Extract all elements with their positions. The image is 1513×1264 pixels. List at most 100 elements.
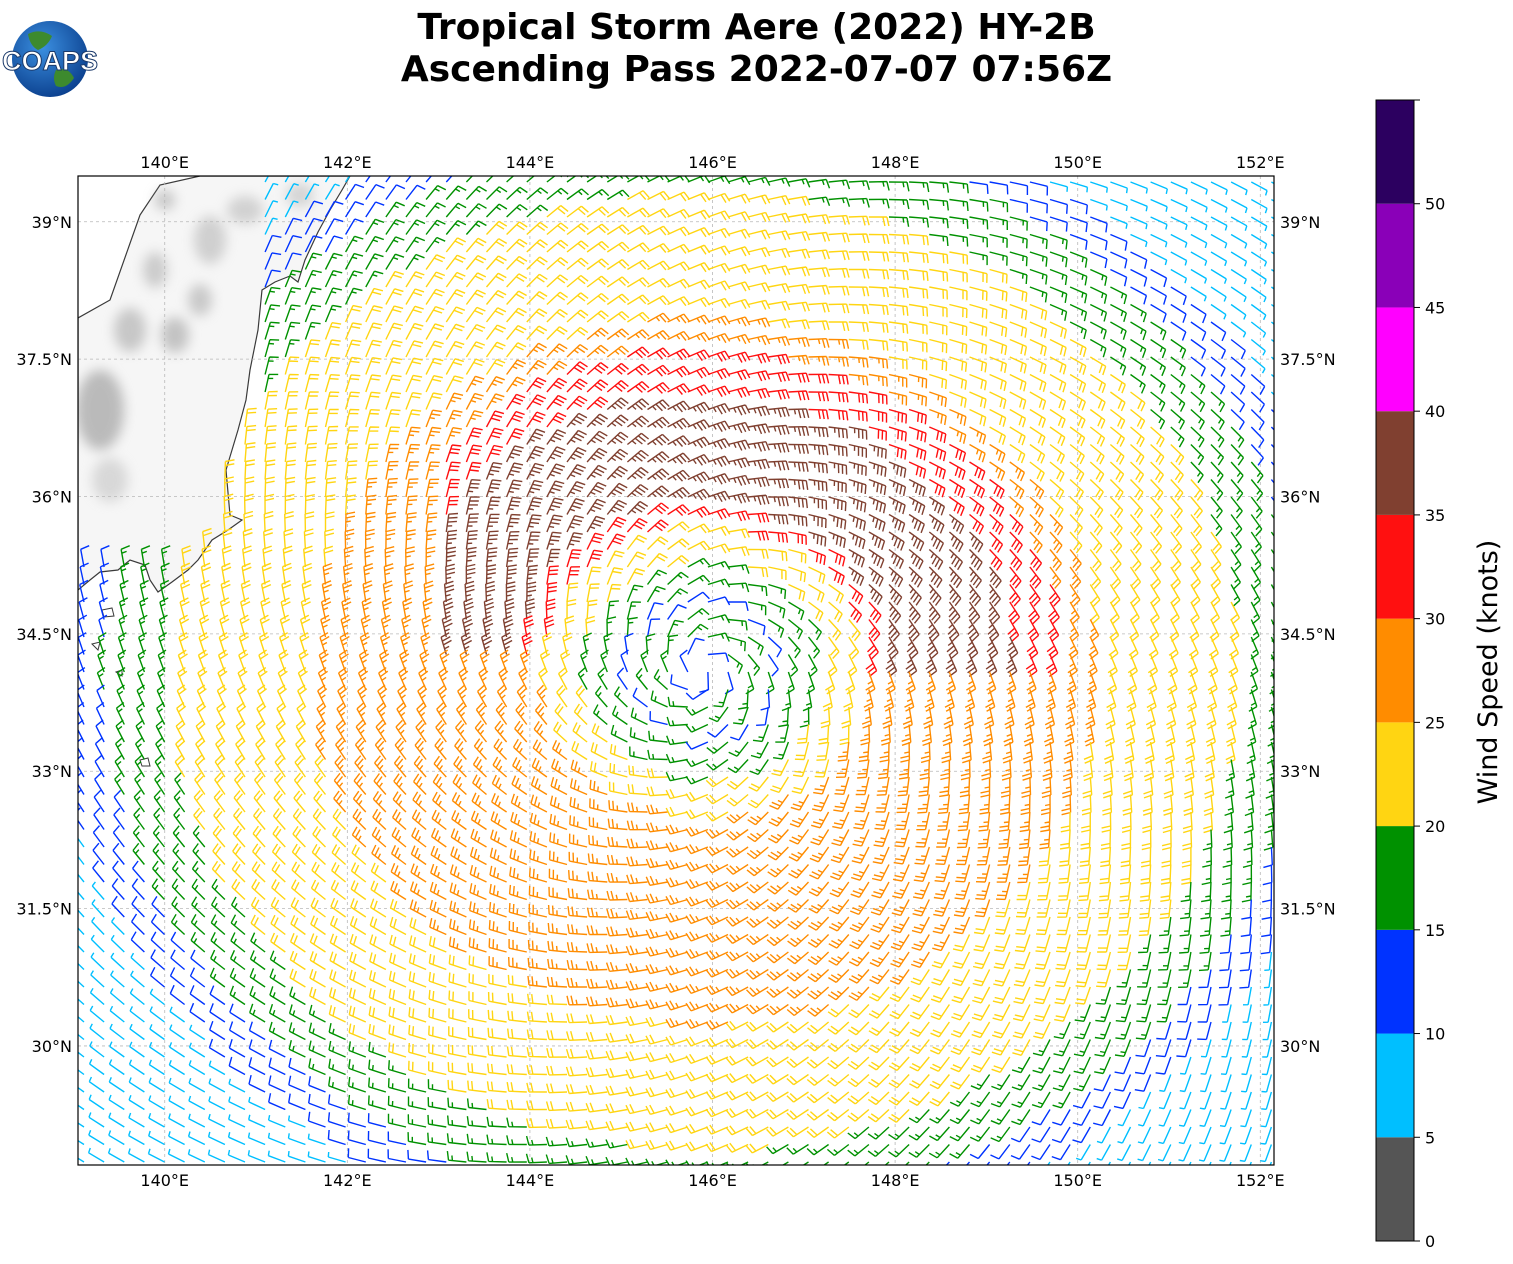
wind-barb bbox=[1224, 776, 1235, 799]
wind-barb bbox=[315, 737, 327, 760]
wind-barb bbox=[1210, 268, 1227, 284]
wind-barb bbox=[368, 970, 387, 988]
wind-barb bbox=[78, 962, 85, 971]
wind-barb bbox=[365, 176, 371, 183]
wind-barb bbox=[546, 291, 568, 306]
wind-barb bbox=[546, 480, 565, 498]
wind-barb bbox=[365, 183, 385, 200]
wind-barb bbox=[324, 200, 344, 218]
colorbar-band bbox=[1376, 618, 1414, 723]
wind-barb bbox=[645, 911, 668, 922]
wind-barb bbox=[1262, 881, 1273, 903]
wind-barb bbox=[229, 950, 246, 971]
wind-barb bbox=[501, 632, 513, 655]
wind-barb bbox=[329, 951, 346, 971]
wind-barb bbox=[1190, 356, 1206, 377]
wind-barb bbox=[613, 686, 628, 708]
wind-barb bbox=[378, 649, 390, 673]
wind-barb bbox=[1230, 479, 1244, 502]
wind-barb bbox=[1029, 478, 1045, 500]
wind-barb bbox=[725, 916, 749, 927]
wind-barb bbox=[408, 953, 427, 971]
wind-barb bbox=[447, 1062, 467, 1076]
wind-barb bbox=[388, 1042, 407, 1058]
wind-barb bbox=[786, 1091, 809, 1103]
wind-barb bbox=[1210, 356, 1226, 377]
wind-barb bbox=[725, 1073, 749, 1084]
wind-barb bbox=[148, 1112, 165, 1128]
wind-barb bbox=[908, 286, 929, 299]
wind-barb bbox=[667, 383, 691, 395]
wind-barb bbox=[78, 1051, 85, 1058]
wind-barb bbox=[868, 338, 889, 351]
wind-barb bbox=[506, 204, 528, 218]
wind-barb bbox=[888, 1039, 910, 1054]
wind-barb bbox=[773, 741, 790, 760]
wind-barb bbox=[328, 1022, 346, 1041]
wind-barb bbox=[928, 566, 943, 588]
wind-barb bbox=[1109, 514, 1123, 536]
wind-barb bbox=[110, 970, 125, 988]
wind-barb bbox=[808, 443, 829, 456]
wind-barb bbox=[848, 197, 870, 208]
wind-barb bbox=[705, 1037, 729, 1048]
wind-barb bbox=[1089, 601, 1100, 625]
wind-barb bbox=[788, 864, 810, 879]
wind-barb bbox=[385, 528, 396, 550]
wind-barb bbox=[904, 1161, 910, 1165]
wind-barb bbox=[365, 409, 380, 428]
wind-barb bbox=[665, 824, 688, 835]
wind-barb bbox=[315, 719, 327, 743]
wind-barb bbox=[1119, 881, 1132, 902]
wind-barb bbox=[727, 636, 746, 652]
wind-barb bbox=[794, 741, 810, 761]
wind-barb bbox=[747, 352, 771, 364]
wind-barb bbox=[566, 532, 583, 550]
wind-barb bbox=[766, 951, 789, 964]
wind-barb bbox=[1002, 741, 1013, 764]
wind-barb bbox=[1040, 811, 1051, 833]
wind-barb bbox=[407, 1114, 427, 1128]
wind-barb bbox=[1170, 286, 1187, 306]
wind-barb bbox=[425, 254, 446, 270]
wind-barb bbox=[1202, 846, 1212, 868]
wind-barb bbox=[928, 513, 945, 534]
wind-barb bbox=[992, 986, 1011, 1004]
wind-barb bbox=[874, 811, 890, 830]
wind-barb bbox=[566, 481, 586, 498]
wind-barb bbox=[488, 956, 507, 971]
wind-barb bbox=[79, 562, 89, 585]
wind-barb bbox=[566, 176, 589, 183]
wind-barb bbox=[344, 511, 356, 533]
wind-barb bbox=[412, 791, 427, 813]
wind-barb bbox=[808, 373, 830, 384]
wind-barb bbox=[425, 529, 437, 550]
wind-barb bbox=[248, 1021, 266, 1041]
wind-barb bbox=[949, 443, 967, 462]
wind-barb bbox=[1042, 759, 1053, 781]
wind-barb bbox=[264, 442, 277, 463]
wind-barb bbox=[1129, 531, 1143, 554]
wind-barb bbox=[645, 1122, 668, 1133]
wind-barb bbox=[687, 366, 711, 379]
wind-barb bbox=[685, 844, 709, 855]
wind-barb bbox=[235, 719, 246, 743]
wind-barb bbox=[969, 338, 988, 355]
wind-barb bbox=[545, 1154, 568, 1165]
wind-barb bbox=[626, 466, 649, 481]
wind-barb bbox=[608, 781, 628, 796]
wind-barb bbox=[687, 623, 709, 638]
wind-barb bbox=[1064, 724, 1075, 747]
wind-barb bbox=[752, 724, 769, 743]
wind-barb bbox=[428, 989, 447, 1006]
wind-barb bbox=[523, 615, 534, 638]
wind-barb bbox=[746, 916, 769, 928]
wind-barb bbox=[647, 260, 670, 271]
wind-barb bbox=[1137, 1144, 1152, 1162]
wind-barb bbox=[725, 1020, 749, 1031]
wind-barb bbox=[372, 808, 387, 831]
wind-barb bbox=[665, 842, 688, 853]
wind-barb bbox=[989, 216, 1008, 231]
wind-barb bbox=[486, 186, 508, 200]
wind-barb bbox=[1029, 303, 1048, 321]
